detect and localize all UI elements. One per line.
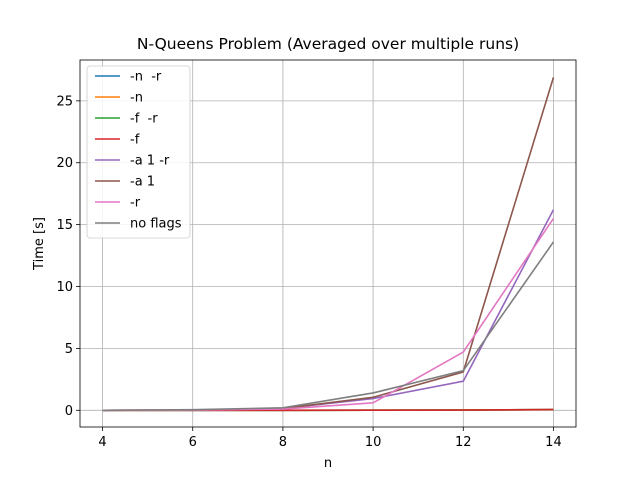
legend-label: -f -r: [130, 112, 158, 127]
legend-label: no flags: [130, 217, 182, 232]
y-tick-label: 15: [56, 218, 73, 233]
series-lines: [102, 77, 555, 412]
y-tick-label: 25: [56, 94, 73, 109]
x-tick-label: 12: [455, 435, 472, 450]
x-tick-label: 10: [365, 435, 382, 450]
series-line-6: [102, 217, 555, 412]
legend-box: [86, 65, 191, 239]
x-tick-label: 6: [189, 435, 197, 450]
series-line-4: [102, 209, 555, 412]
chart-title: N-Queens Problem (Averaged over multiple…: [137, 35, 519, 53]
plot-area-frame: [79, 59, 577, 428]
legend-label: -r: [130, 196, 141, 211]
legend-label: -a 1 -r: [130, 154, 170, 169]
y-tick-label: 0: [65, 404, 73, 419]
y-axis-label: Time [s]: [32, 217, 47, 271]
y-tick-label: 20: [56, 156, 73, 171]
x-axis-label: n: [324, 456, 332, 471]
x-tick-label: 8: [279, 435, 287, 450]
axis-ticks: 4 6 8 10 12 14 0 5 10 15 20 25: [56, 94, 561, 450]
x-tick-label: 4: [98, 435, 106, 450]
y-tick-label: 10: [56, 280, 73, 295]
legend-label: -a 1: [130, 175, 155, 190]
series-line-7: [102, 241, 555, 412]
legend-label: -n: [130, 91, 143, 106]
y-tick-label: 5: [65, 342, 73, 357]
legend: -n -r -n -f -r -f -a 1 -r -a 1 -r no flags: [86, 65, 191, 239]
legend-label: -n -r: [130, 70, 162, 85]
legend-label: -f: [130, 133, 140, 148]
x-tick-label: 14: [545, 435, 562, 450]
